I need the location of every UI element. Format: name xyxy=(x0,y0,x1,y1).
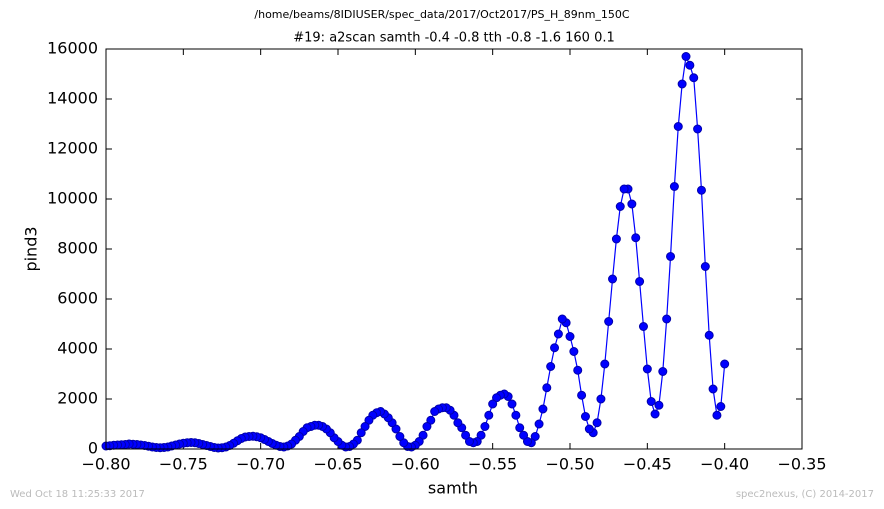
data-point xyxy=(546,362,556,371)
y-tick-label: 8000 xyxy=(57,239,98,258)
x-tick-label: −0.35 xyxy=(777,455,826,474)
data-point xyxy=(704,330,714,340)
data-point xyxy=(669,182,679,191)
data-point xyxy=(484,410,494,420)
x-tick-label: −0.40 xyxy=(700,455,749,474)
data-point xyxy=(507,399,517,409)
data-point xyxy=(654,400,664,410)
data-point xyxy=(600,359,610,369)
x-tick-label: −0.45 xyxy=(623,455,672,474)
x-tick-label: −0.55 xyxy=(468,455,517,474)
y-tick-label: 12000 xyxy=(47,139,98,158)
data-point xyxy=(642,364,652,374)
data-point xyxy=(677,79,687,89)
chart-title: #19: a2scan samth -0.4 -0.8 tth -0.8 -1.… xyxy=(293,31,615,46)
y-tick-label: 0 xyxy=(88,439,98,458)
data-point xyxy=(461,430,471,440)
data-point xyxy=(662,314,672,324)
x-axis-label: samth xyxy=(428,479,478,498)
data-point xyxy=(615,202,625,211)
suptitle: /home/beams/8IDIUSER/spec_data/2017/Oct2… xyxy=(254,8,630,21)
data-point xyxy=(627,199,637,209)
plot-frame xyxy=(105,48,803,450)
data-point xyxy=(619,184,629,194)
data-point xyxy=(430,407,440,416)
data-point xyxy=(673,122,683,131)
data-point xyxy=(689,73,699,83)
data-point xyxy=(720,359,730,369)
data-point xyxy=(592,418,602,428)
data-point xyxy=(515,423,525,433)
data-point xyxy=(681,52,691,61)
y-tick-label: 14000 xyxy=(47,89,98,108)
data-point xyxy=(422,422,432,431)
data-point xyxy=(696,185,706,195)
data-point xyxy=(638,322,648,331)
x-tick-label: −0.50 xyxy=(545,455,594,474)
data-point xyxy=(542,383,552,393)
data-point xyxy=(550,343,560,353)
data-point xyxy=(685,60,695,70)
data-point xyxy=(569,347,579,356)
y-tick-label: 6000 xyxy=(57,289,98,308)
data-point xyxy=(658,367,668,376)
data-point xyxy=(693,124,703,134)
data-point xyxy=(716,402,726,411)
data-point xyxy=(608,274,618,284)
data-point xyxy=(511,410,521,420)
y-tick-label: 2000 xyxy=(57,389,98,408)
data-point xyxy=(488,399,498,409)
footer-left: Wed Oct 18 11:25:33 2017 xyxy=(10,489,145,500)
data-point xyxy=(611,234,621,244)
data-point xyxy=(700,262,710,271)
data-point xyxy=(395,432,405,441)
data-point xyxy=(650,409,660,419)
data-point xyxy=(631,233,641,243)
x-tick-label: −0.60 xyxy=(391,455,440,474)
data-point xyxy=(356,428,366,438)
data-point xyxy=(553,329,563,339)
data-point xyxy=(534,419,544,429)
y-tick-label: 16000 xyxy=(47,39,98,58)
y-axis-label: pind3 xyxy=(22,226,41,271)
data-point xyxy=(573,365,583,375)
data-point xyxy=(480,422,490,431)
data-point xyxy=(580,412,590,421)
data-point xyxy=(577,390,587,400)
data-point xyxy=(565,332,575,341)
data-point xyxy=(584,424,594,434)
data-point xyxy=(646,397,656,406)
data-point xyxy=(708,384,718,394)
x-tick-label: −0.80 xyxy=(81,455,130,474)
x-tick-label: −0.70 xyxy=(236,455,285,474)
footer-right: spec2nexus, (C) 2014-2017 xyxy=(736,489,874,500)
data-point xyxy=(666,252,676,261)
data-point xyxy=(519,430,529,440)
data-point xyxy=(453,418,463,428)
data-point xyxy=(604,317,614,326)
data-point xyxy=(596,394,606,404)
data-point xyxy=(712,410,722,420)
data-point xyxy=(538,404,548,414)
y-tick-label: 4000 xyxy=(57,339,98,358)
x-tick-label: −0.75 xyxy=(159,455,208,474)
data-point xyxy=(557,314,567,324)
data-point xyxy=(635,277,645,286)
y-tick-label: 10000 xyxy=(47,189,98,208)
x-tick-label: −0.65 xyxy=(313,455,362,474)
